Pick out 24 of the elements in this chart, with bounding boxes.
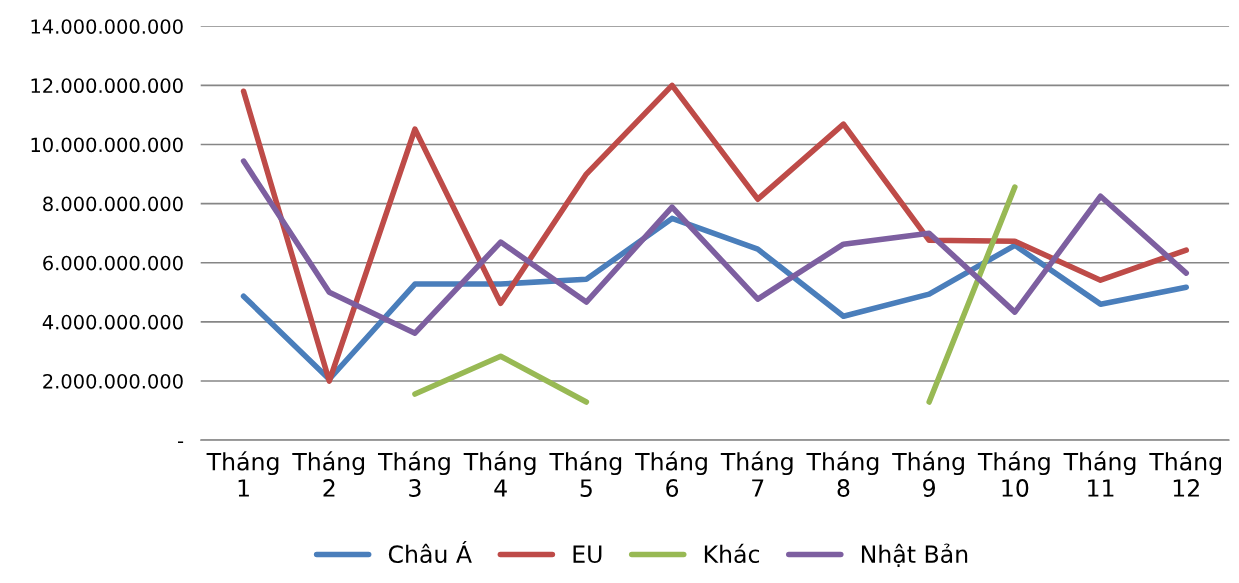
y-tick-label: 6.000.000.000 xyxy=(43,255,183,271)
y-tick-label: 8.000.000.000 xyxy=(43,196,183,212)
y-tick-label: - xyxy=(177,441,184,443)
x-tick-label: Tháng 8 xyxy=(806,451,879,497)
x-tick-label: Tháng 10 xyxy=(977,451,1050,497)
y-tick-label: 12.000.000.000 xyxy=(31,78,183,94)
legend-label: EU xyxy=(573,545,602,564)
x-tick-label: Tháng 5 xyxy=(549,451,622,497)
legend-label: Khác xyxy=(704,543,760,564)
x-tick-label: Tháng 12 xyxy=(1149,451,1221,497)
x-tick-label: Tháng 6 xyxy=(635,451,707,497)
x-tick-label: Tháng 3 xyxy=(377,451,450,497)
x-tick-label: Tháng 1 xyxy=(206,451,279,497)
y-tick-label: 14.000.000.000 xyxy=(31,19,183,34)
y-tick-label: 10.000.000.000 xyxy=(31,137,183,153)
x-tick-label: Tháng 9 xyxy=(892,451,964,497)
x-tick-label: Tháng 2 xyxy=(292,451,365,497)
y-tick-label: 4.000.000.000 xyxy=(42,314,183,330)
legend-label: Nhật Bản xyxy=(861,543,968,568)
y-tick-label: 2.000.000.000 xyxy=(43,373,183,389)
legend-label: Châu Á xyxy=(388,540,472,564)
x-tick-label: Tháng 11 xyxy=(1063,451,1136,497)
x-tick-label: Tháng 4 xyxy=(463,451,536,497)
x-tick-label: Tháng 7 xyxy=(720,451,793,497)
